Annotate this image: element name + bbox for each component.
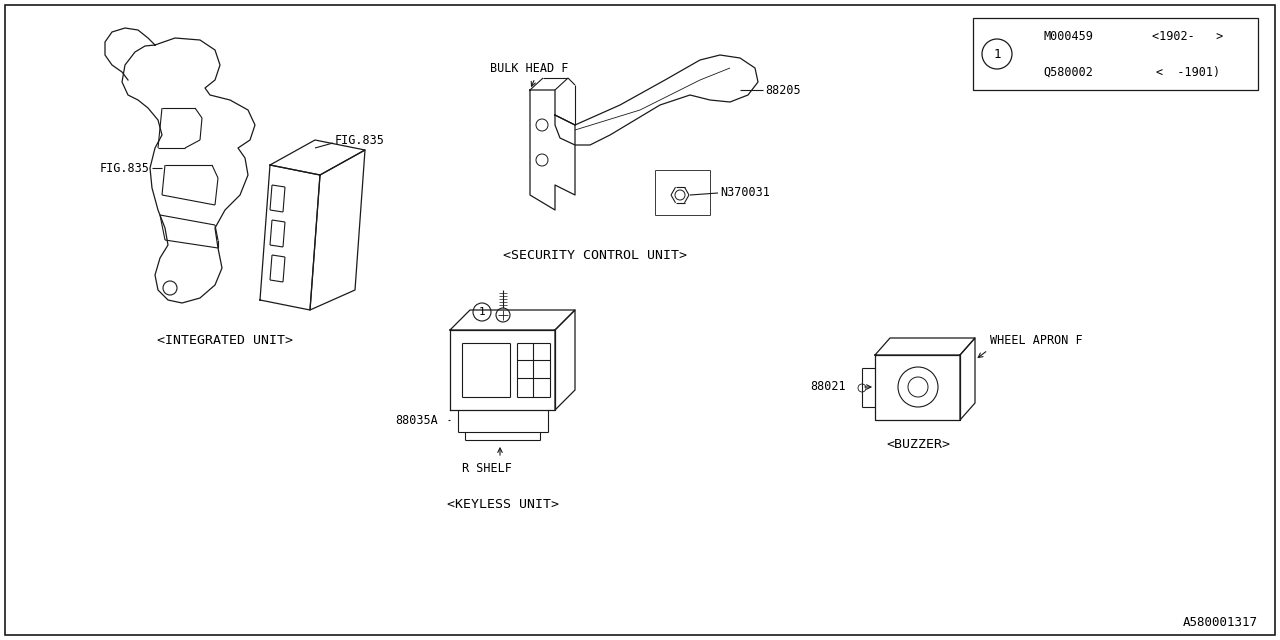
Text: 1: 1 xyxy=(993,47,1001,61)
Text: <BUZZER>: <BUZZER> xyxy=(886,438,950,451)
Text: FIG.835: FIG.835 xyxy=(100,161,150,175)
Text: N370031: N370031 xyxy=(721,186,769,198)
Text: R SHELF: R SHELF xyxy=(462,461,512,474)
Text: Q580002: Q580002 xyxy=(1043,65,1093,79)
Bar xyxy=(973,18,1258,90)
Text: 88205: 88205 xyxy=(765,83,800,97)
Text: WHEEL APRON F: WHEEL APRON F xyxy=(989,333,1083,346)
Text: BULK HEAD F: BULK HEAD F xyxy=(490,61,568,74)
Text: <SECURITY CONTROL UNIT>: <SECURITY CONTROL UNIT> xyxy=(503,248,687,262)
Text: 1: 1 xyxy=(479,307,485,317)
Text: FIG.835: FIG.835 xyxy=(335,134,385,147)
Text: 88035A: 88035A xyxy=(396,413,438,426)
Text: A580001317: A580001317 xyxy=(1183,616,1258,628)
Text: <KEYLESS UNIT>: <KEYLESS UNIT> xyxy=(447,499,559,511)
Text: <INTEGRATED UNIT>: <INTEGRATED UNIT> xyxy=(157,333,293,346)
Text: <  -1901): < -1901) xyxy=(1156,65,1220,79)
Text: 88021: 88021 xyxy=(810,381,846,394)
Text: M000459: M000459 xyxy=(1043,29,1093,42)
Text: <1902-   >: <1902- > xyxy=(1152,29,1224,42)
